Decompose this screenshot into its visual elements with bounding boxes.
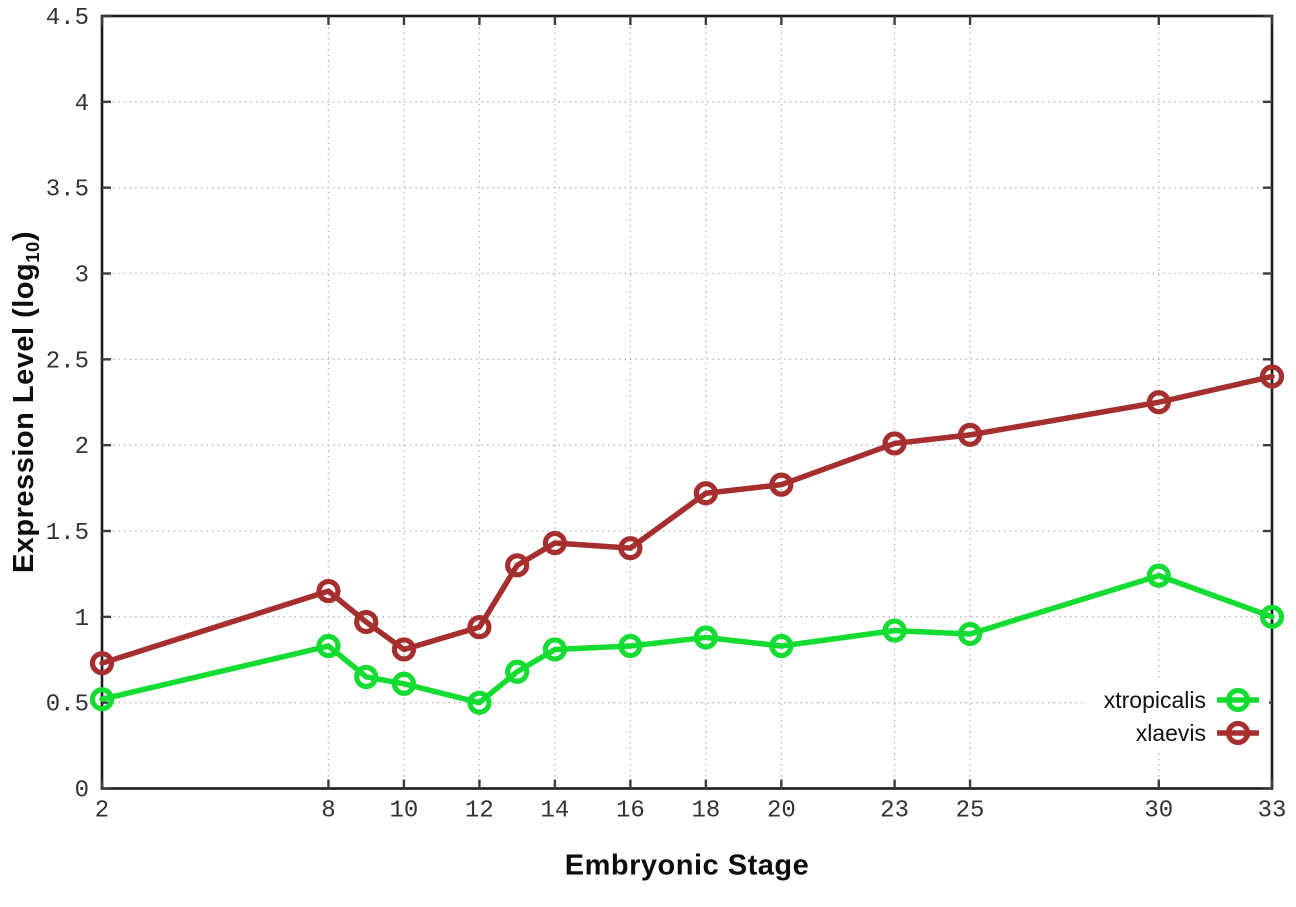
data-point-marker-xlaevis <box>316 578 341 604</box>
x-tick-label: 30 <box>1144 798 1173 825</box>
y-axis-title: Expression Level (log10) <box>8 231 44 573</box>
x-tick-label: 10 <box>390 798 419 825</box>
data-point-marker-xtropicalis <box>316 633 341 659</box>
x-tick-label: 33 <box>1258 798 1287 825</box>
y-tick-label: 1 <box>75 606 89 633</box>
legend-label-xtropicalis: xtropicalis <box>1104 687 1206 713</box>
data-point-marker-xlaevis <box>391 637 417 662</box>
series-xlaevis <box>89 364 1285 676</box>
data-point-marker-xtropicalis <box>89 687 115 712</box>
legend-entry-xtropicalis: xtropicalis <box>1104 687 1259 713</box>
data-point-marker-xlaevis <box>89 651 115 676</box>
y-axis-title-subscript: 10 <box>21 241 43 263</box>
y-tick-label: 2.5 <box>46 348 89 375</box>
legend: xtropicalis xlaevis <box>1082 681 1269 749</box>
legend-marker-xlaevis <box>1225 720 1251 746</box>
y-tick-label: 0.5 <box>46 692 89 719</box>
x-tick-label: 25 <box>956 798 985 825</box>
data-point-marker-xlaevis <box>957 422 983 447</box>
x-tick-label: 20 <box>767 798 796 825</box>
y-tick-label: 4.5 <box>46 5 89 32</box>
x-tick-label: 23 <box>880 798 909 825</box>
x-tick-label: 2 <box>95 798 109 825</box>
y-axis-title-text: Expression Level (log <box>8 262 41 574</box>
x-axis-title: Embryonic Stage <box>564 849 810 882</box>
data-point-marker-xtropicalis <box>1146 563 1171 588</box>
data-point-marker-xtropicalis <box>505 659 530 684</box>
y-tick-label: 3 <box>75 263 89 290</box>
data-point-marker-xlaevis <box>467 615 492 640</box>
data-point-marker-xlaevis <box>769 472 794 497</box>
data-point-marker-xlaevis <box>618 536 643 561</box>
data-point-marker-xtropicalis <box>769 633 794 659</box>
data-point-marker-xlaevis <box>505 553 530 578</box>
x-tick-labels: 2 8 10 12 14 16 18 20 23 25 30 33 <box>95 798 1287 825</box>
y-tick-label: 2 <box>75 434 89 461</box>
x-tick-label: 8 <box>321 798 335 825</box>
data-point-marker-xlaevis <box>1146 390 1171 415</box>
data-point-marker-xlaevis <box>882 431 907 456</box>
series-xtropicalis <box>89 563 1285 715</box>
data-point-marker-xtropicalis <box>354 664 379 690</box>
series-line-xlaevis <box>99 373 1275 666</box>
data-point-marker-xtropicalis <box>693 625 718 650</box>
data-point-marker-xlaevis <box>1259 364 1285 389</box>
y-tick-label: 4 <box>75 91 89 118</box>
data-point-marker-xtropicalis <box>882 618 907 643</box>
data-point-marker-xtropicalis <box>957 621 983 647</box>
data-point-marker-xtropicalis <box>467 690 492 715</box>
series-line-xtropicalis <box>99 572 1275 706</box>
data-point-marker-xtropicalis <box>618 633 643 659</box>
data-point-marker-xlaevis <box>354 609 379 635</box>
tick-marks <box>100 14 1274 790</box>
y-axis-title-close-paren: ) <box>8 230 41 242</box>
y-tick-label: 3.5 <box>46 177 89 204</box>
x-tick-label: 16 <box>616 798 645 825</box>
x-tick-label: 18 <box>691 798 720 825</box>
data-point-marker-xtropicalis <box>542 637 568 662</box>
x-tick-label: 14 <box>540 798 569 825</box>
data-point-marker-xtropicalis <box>391 671 417 696</box>
data-point-marker-xlaevis <box>693 481 718 506</box>
legend-marker-xtropicalis <box>1225 687 1251 713</box>
legend-label-xlaevis: xlaevis <box>1136 720 1206 746</box>
x-tick-label: 12 <box>465 798 494 825</box>
y-tick-label: 1.5 <box>46 520 89 547</box>
data-point-marker-xlaevis <box>542 530 568 556</box>
y-tick-labels: 0 0.5 1 1.5 2 2.5 3 3.5 4 4.5 <box>46 5 89 805</box>
legend-entry-xlaevis: xlaevis <box>1136 720 1259 746</box>
data-point-marker-xtropicalis <box>1259 604 1285 629</box>
gridlines <box>101 16 1273 789</box>
y-tick-label: 0 <box>75 778 89 805</box>
plot-border <box>100 14 1274 790</box>
